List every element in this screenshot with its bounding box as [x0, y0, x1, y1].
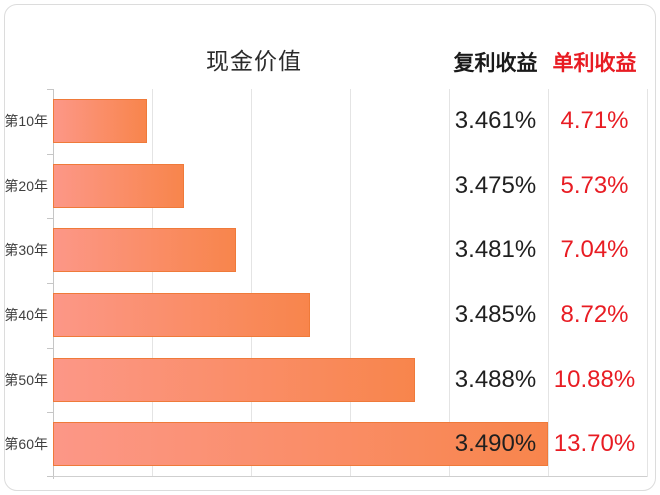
plot-area: 第10年 第20年 第30年 第40年 第50年 第60年 3.461% 3.4… — [0, 89, 660, 479]
simple-yield-value-year-20: 5.73% — [560, 171, 629, 199]
cash-value-bar-year-50 — [53, 357, 416, 402]
category-label-year-30: 第30年 — [4, 242, 48, 258]
axis-tick — [47, 283, 53, 284]
cash-value-bar-year-30 — [53, 228, 237, 272]
column-header-simple-yield: 单利收益 — [552, 52, 637, 75]
axis-tick — [47, 218, 53, 219]
gridline — [449, 89, 450, 477]
gridline — [350, 89, 351, 477]
axis-tick — [47, 153, 53, 155]
cash-value-bar-year-10 — [53, 99, 148, 143]
compound-yield-value-year-50: 3.488% — [454, 365, 537, 393]
cash-value-bar-year-60 — [53, 422, 548, 466]
simple-yield-value-year-60: 13.70% — [553, 430, 636, 457]
y-axis-line — [53, 89, 54, 479]
x-axis-line — [53, 476, 647, 477]
simple-yield-value-year-40: 8.72% — [560, 301, 629, 328]
axis-tick — [47, 89, 53, 90]
category-label-year-20: 第20年 — [4, 177, 48, 194]
cash-value-bar-year-20 — [53, 163, 184, 208]
simple-yield-value-year-30: 7.04% — [560, 236, 629, 263]
compound-yield-value-year-10: 3.461% — [454, 107, 537, 134]
column-header-compound-yield: 复利收益 — [453, 52, 538, 75]
gridline — [251, 89, 252, 477]
simple-yield-value-year-10: 4.71% — [560, 107, 629, 134]
category-label-year-50: 第50年 — [4, 371, 48, 388]
cash-value-bar-year-40 — [53, 293, 311, 337]
category-label-year-60: 第60年 — [4, 436, 48, 452]
compound-yield-value-year-30: 3.481% — [454, 236, 537, 263]
axis-tick — [47, 476, 53, 477]
gridline — [152, 89, 153, 477]
category-label-year-40: 第40年 — [4, 307, 48, 323]
axis-tick — [47, 412, 53, 413]
compound-yield-value-year-40: 3.485% — [454, 301, 537, 328]
compound-yield-value-year-20: 3.475% — [454, 171, 537, 199]
axis-tick — [47, 347, 53, 349]
compound-yield-value-year-60: 3.490% — [454, 430, 537, 457]
gridline — [647, 89, 648, 477]
category-label-year-10: 第10年 — [4, 113, 48, 129]
gridline — [548, 89, 549, 477]
simple-yield-value-year-50: 10.88% — [553, 365, 636, 393]
chart-title: 现金价值 — [206, 48, 302, 74]
